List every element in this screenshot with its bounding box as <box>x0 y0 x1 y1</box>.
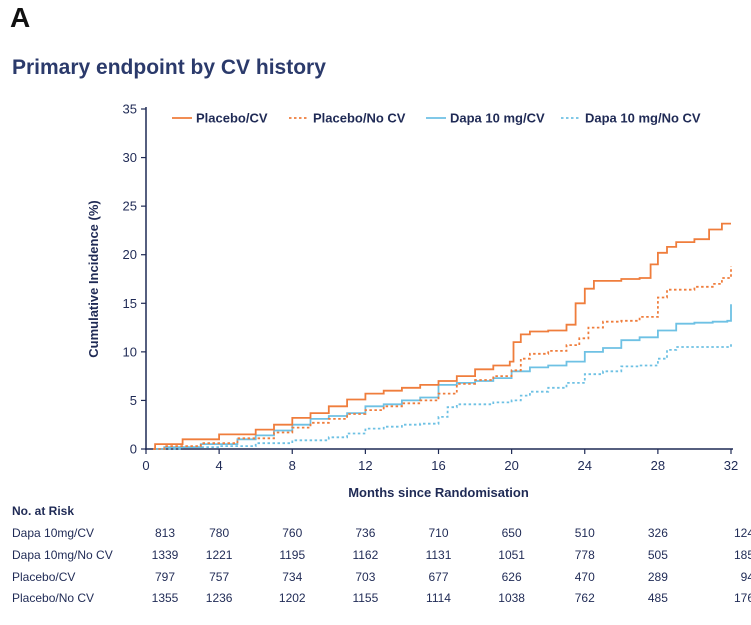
risk-cell: 626 <box>501 570 522 584</box>
x-tick-label: 24 <box>578 458 592 473</box>
risk-cell: 1162 <box>352 548 379 562</box>
x-tick-label: 32 <box>724 458 738 473</box>
y-tick-label: 5 <box>130 393 137 408</box>
y-tick-label: 30 <box>123 150 137 165</box>
risk-cell: 778 <box>574 548 595 562</box>
x-tick-label: 20 <box>504 458 518 473</box>
risk-cell: 677 <box>428 570 449 584</box>
risk-row: Dapa 10mg/CV 813 780 760 736 710 650 510 326 124 <box>0 526 751 546</box>
risk-table-title: No. at Risk <box>12 504 75 518</box>
x-tick-label: 12 <box>358 458 372 473</box>
risk-cell: 1195 <box>279 548 306 562</box>
risk-cell: 1131 <box>425 548 452 562</box>
y-tick-label: 25 <box>123 199 137 214</box>
risk-cell: 1236 <box>205 591 233 605</box>
risk-cell: 757 <box>209 570 230 584</box>
risk-cell: 1114 <box>426 591 451 605</box>
risk-row: Placebo/No CV 1355 1236 1202 1155 1114 1038 762… <box>0 591 751 611</box>
x-tick-label: 16 <box>431 458 445 473</box>
risk-row-label: Dapa 10mg/CV <box>12 526 95 540</box>
risk-cell: 780 <box>209 526 230 540</box>
legend-label: Placebo/No CV <box>313 111 406 126</box>
risk-cell: 710 <box>428 526 449 540</box>
risk-cell: 289 <box>647 570 668 584</box>
y-tick-label: 15 <box>123 296 137 311</box>
series-line-placebo-no-cv <box>153 266 732 450</box>
risk-cell: 94 <box>740 570 751 584</box>
risk-cell: 1038 <box>498 591 525 605</box>
risk-cell: 703 <box>355 570 376 584</box>
risk-row-label: Placebo/No CV <box>12 591 95 605</box>
risk-cell: 485 <box>647 591 668 605</box>
y-tick-label: 20 <box>123 247 137 262</box>
risk-cell: 1355 <box>151 591 179 605</box>
x-tick-label: 28 <box>651 458 665 473</box>
x-tick-label: 0 <box>142 458 149 473</box>
risk-cell: 470 <box>574 570 595 584</box>
y-tick-label: 10 <box>123 344 137 359</box>
series-line-dapa-10-mg-cv <box>153 304 732 450</box>
x-tick-label: 8 <box>289 458 296 473</box>
risk-row-label: Placebo/CV <box>12 570 76 584</box>
series-line-placebo-cv <box>153 222 731 450</box>
risk-cell: 813 <box>154 526 176 540</box>
risk-cell: 326 <box>647 526 668 540</box>
legend-label: Dapa 10 mg/CV <box>450 111 545 126</box>
risk-cell: 736 <box>355 526 376 540</box>
risk-cell: 760 <box>282 526 303 540</box>
y-tick-label: 35 <box>123 102 137 117</box>
risk-cell: 1339 <box>151 548 179 562</box>
risk-cell: 762 <box>574 591 595 605</box>
risk-cell: 797 <box>154 570 176 584</box>
y-axis-label: Cumulative Incidence (%) <box>86 200 101 357</box>
chart-title: Primary endpoint by CV history <box>12 56 326 79</box>
x-axis-label: Months since Randomisation <box>348 485 529 500</box>
risk-cell: 734 <box>282 570 303 584</box>
risk-cell: 1202 <box>278 591 306 605</box>
legend-label: Dapa 10 mg/No CV <box>585 111 701 126</box>
risk-cell: 176 <box>733 591 751 605</box>
risk-row: Dapa 10mg/No CV 1339 1221 1195 1162 1131 1051 7… <box>0 548 751 568</box>
risk-cell: 1155 <box>352 591 379 605</box>
risk-cell: 124 <box>733 526 751 540</box>
y-tick-label: 0 <box>130 442 137 457</box>
panel-label: A <box>10 2 31 33</box>
risk-cell: 185 <box>733 548 751 562</box>
risk-cell: 1051 <box>498 548 525 562</box>
series-line-dapa-10-mg-no-cv <box>153 343 732 450</box>
risk-row-label: Dapa 10mg/No CV <box>12 548 113 562</box>
km-chart: 0 5 10 15 20 25 30 35 0 4 8 12 16 20 24 28 32 Months sinc… <box>86 102 738 501</box>
risk-cell: 510 <box>574 526 595 540</box>
risk-row: Placebo/CV 797 757 734 703 677 626 470 289 94 <box>0 570 751 590</box>
risk-cell: 505 <box>647 548 668 562</box>
legend-label: Placebo/CV <box>196 111 268 126</box>
x-tick-label: 4 <box>216 458 223 473</box>
risk-cell: 650 <box>501 526 522 540</box>
risk-cell: 1221 <box>205 548 233 562</box>
